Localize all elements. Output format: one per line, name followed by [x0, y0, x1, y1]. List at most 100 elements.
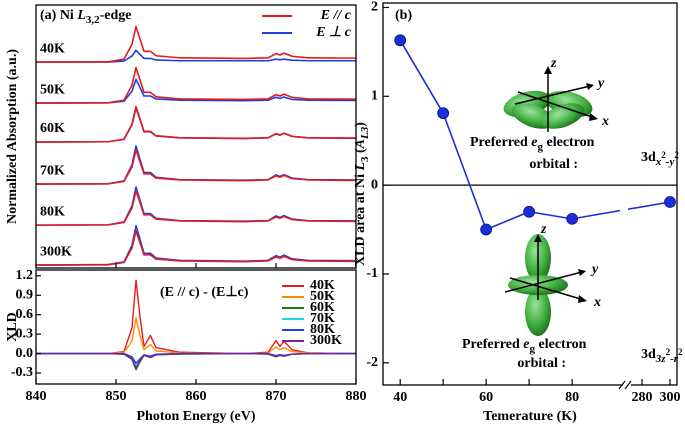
- xld-line: [36, 352, 356, 364]
- spectrum-parallel: [35, 25, 357, 63]
- orbital-name-part: 3d: [641, 347, 656, 362]
- y-axis-label: Normalized Absorption (a.u.): [5, 49, 20, 224]
- y-tick-label: -2: [366, 355, 378, 370]
- annotation: orbital :: [529, 157, 578, 172]
- plot-frame: [382, 2, 678, 386]
- xld-line: [36, 352, 356, 369]
- legend-label: E // c: [320, 8, 352, 23]
- spectrum-perpendicular: [35, 107, 357, 143]
- y-axis-label-part: XLD area at Ni: [353, 171, 368, 266]
- legend-label: 70K: [310, 311, 335, 326]
- y-axis-label-part: ): [353, 122, 368, 127]
- y-tick-label: 0: [371, 177, 378, 192]
- x-tick-label: 300: [660, 390, 681, 405]
- break-gap: [620, 193, 628, 224]
- break-mark: [624, 380, 632, 390]
- orbital-axis-label: x: [593, 295, 601, 310]
- panel-title-part: L: [76, 8, 86, 23]
- orbital-dz2: [504, 234, 587, 336]
- x-tick-label: 60: [479, 390, 493, 405]
- legend-label: 300K: [310, 333, 342, 348]
- spectrum-parallel: [35, 105, 357, 143]
- spectrum-parallel: [35, 66, 357, 104]
- data-point: [566, 212, 579, 225]
- data-point: [523, 205, 536, 218]
- orbital-axis-label: y: [596, 76, 605, 91]
- xld-line: [36, 352, 356, 368]
- y-axis-label-part: L: [353, 162, 368, 172]
- y-tick-label: 2: [371, 0, 378, 15]
- spectrum-parallel: [35, 230, 357, 266]
- x-tick-label: 860: [186, 389, 207, 404]
- panel-title-part: 3,2: [86, 14, 100, 26]
- orbital-name-part: 2: [674, 150, 679, 160]
- orbital-name-part: 3d: [641, 150, 656, 165]
- x-axis-label: Photon Energy (eV): [137, 409, 256, 424]
- y-tick-label: 0.6: [16, 307, 34, 322]
- annotation-part: g: [530, 343, 536, 355]
- legend-label: 50K: [310, 289, 335, 304]
- x-tick-label: 80: [565, 390, 579, 405]
- y-axis-label: XLD: [5, 312, 20, 342]
- annotation-part: g: [538, 141, 544, 153]
- xld-line: [36, 279, 357, 355]
- annotation-part: e: [523, 337, 529, 352]
- x-tick-label: 850: [106, 389, 127, 404]
- panel-title-part: -edge: [100, 8, 132, 23]
- orbital-axis-label: x: [601, 114, 609, 129]
- y-axis-label-part: A: [353, 139, 368, 149]
- xld-line: [36, 352, 356, 371]
- y-tick-label: -1: [366, 266, 378, 281]
- legend-label: 80K: [310, 322, 335, 337]
- y-tick-label: 0.3: [16, 326, 34, 341]
- spectrum-perpendicular: [35, 145, 357, 185]
- break-mark: [618, 380, 626, 390]
- x-tick-label: 870: [266, 389, 287, 404]
- x-tick-label: 280: [632, 390, 653, 405]
- y-tick-label: 1: [371, 88, 378, 103]
- x-axis-label: Temerature (K): [483, 409, 577, 424]
- y-axis-label-part: (: [353, 148, 368, 157]
- temperature-label: 80K: [40, 204, 65, 219]
- temperature-label: 50K: [40, 82, 65, 97]
- y-tick-label: -0.3: [11, 365, 33, 380]
- legend-label: 40K: [310, 278, 335, 293]
- xld-line: [36, 317, 357, 355]
- data-line: [399, 39, 671, 231]
- panel-title: (a) Ni L3,2-edge: [40, 8, 132, 25]
- y-axis-label: XLD area at Ni L3 (AL3): [353, 122, 370, 266]
- orbital-name-part: 2: [666, 347, 671, 357]
- temperature-label: 70K: [40, 163, 65, 178]
- x-tick-label: 40: [393, 390, 407, 405]
- annotation-part: Preferred: [462, 337, 523, 352]
- orbital-name-part: -r: [670, 353, 679, 365]
- panel-label: (b): [395, 8, 412, 23]
- annotation: orbital :: [517, 356, 566, 371]
- orbital-name-part: 2: [678, 347, 683, 357]
- data-point: [480, 223, 493, 236]
- annotation-part: electron: [535, 337, 587, 352]
- annotation-part: Preferred: [470, 135, 531, 150]
- spectrum-perpendicular: [35, 78, 357, 104]
- break-gap: [623, 382, 631, 388]
- orbital-name-part: x: [655, 156, 662, 168]
- data-point: [437, 107, 450, 120]
- annotation-part: e: [531, 135, 537, 150]
- annotation-part: electron: [543, 135, 595, 150]
- y-tick-label: 0.9: [16, 287, 34, 302]
- y-tick-label: 0.0: [16, 346, 34, 361]
- spectrum-parallel: [35, 190, 357, 226]
- temperature-label: 60K: [40, 121, 65, 136]
- temperature-label: 300K: [40, 244, 72, 259]
- spectrum-perpendicular: [35, 186, 357, 226]
- orbital-axis-label: y: [590, 262, 599, 277]
- annotation: Preferred eg electron: [462, 337, 587, 354]
- data-point: [394, 34, 407, 47]
- plot-frame: [35, 4, 357, 269]
- annotation: (E // c) - (E⊥c): [160, 285, 249, 300]
- y-axis-label-part: L3: [359, 126, 371, 140]
- x-tick-label: 840: [26, 389, 47, 404]
- spectrum-perpendicular: [35, 224, 357, 266]
- temperature-label: 40K: [40, 41, 65, 56]
- spectrum-perpendicular: [36, 49, 356, 63]
